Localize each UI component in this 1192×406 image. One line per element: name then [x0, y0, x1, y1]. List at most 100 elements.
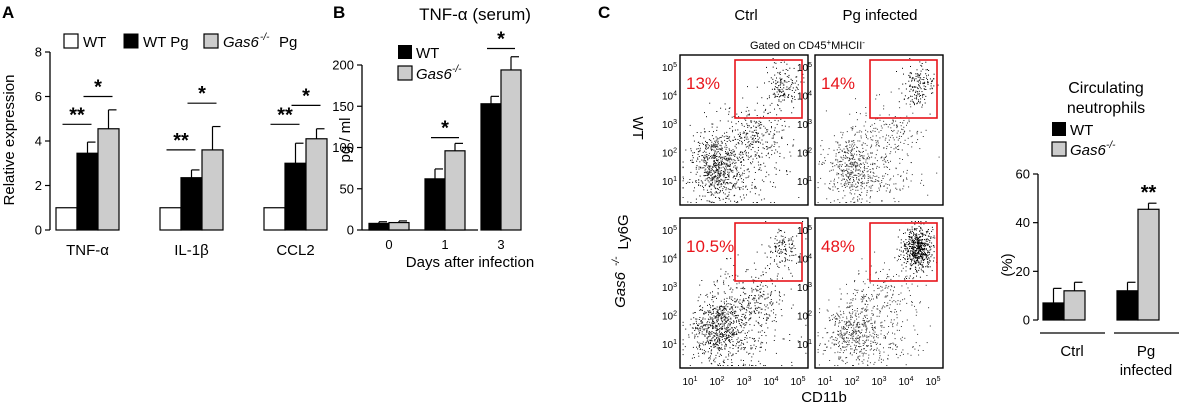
flow-dot — [700, 309, 701, 311]
flow-dot — [846, 346, 848, 348]
flow-dot — [882, 359, 884, 361]
flow-dot — [717, 340, 718, 342]
a-bar — [55, 207, 78, 231]
flow-dot — [926, 75, 928, 77]
flow-dot — [722, 174, 724, 175]
flow-dot — [716, 156, 717, 157]
flow-dot — [718, 181, 720, 183]
flow-dot — [764, 331, 766, 333]
flow-dot — [741, 313, 743, 315]
flow-dot — [706, 293, 708, 295]
flow-dot — [826, 332, 828, 334]
flow-dot — [773, 133, 775, 135]
flow-dot — [901, 285, 903, 287]
flow-dot — [895, 187, 897, 189]
flow-dot — [797, 84, 799, 86]
flow-dot — [763, 317, 764, 319]
flow-dot — [761, 330, 763, 332]
flow-dot — [928, 70, 930, 71]
flow-dot — [771, 283, 773, 285]
flow-dot — [890, 189, 891, 191]
flow-dot — [913, 89, 914, 91]
flow-dot — [751, 138, 753, 140]
flow-dot — [930, 245, 932, 247]
flow-dot — [711, 340, 713, 342]
flow-dot — [840, 174, 842, 175]
flow-dot — [853, 202, 855, 203]
flow-dot — [850, 193, 852, 195]
flow-dot — [699, 349, 701, 350]
flow-dot — [933, 73, 935, 75]
flow-dot — [770, 293, 772, 295]
flow-dot — [881, 127, 883, 129]
flow-dot — [743, 159, 745, 161]
flow-dot — [868, 320, 870, 322]
flow-dot — [852, 126, 854, 128]
flow-dot — [708, 342, 709, 344]
flow-dot — [703, 175, 705, 177]
flow-dot — [913, 254, 915, 256]
flow-dot — [705, 161, 707, 163]
flow-ytick-label: 101 — [662, 176, 677, 188]
flow-dot — [716, 279, 718, 281]
flow-dot — [843, 332, 845, 334]
flow-dot — [730, 323, 731, 325]
flow-dot — [722, 166, 724, 168]
flow-dot — [800, 336, 802, 338]
flow-dot — [904, 245, 906, 247]
flow-dot — [745, 134, 747, 136]
flow-dot — [723, 176, 725, 178]
flow-dot — [770, 295, 771, 297]
flow-dot — [908, 277, 910, 279]
flow-dot — [722, 335, 724, 337]
flow-dot — [774, 74, 776, 76]
flow-dot — [780, 95, 782, 97]
flow-dot — [739, 188, 740, 190]
flow-dot — [682, 354, 684, 356]
flow-dot — [847, 176, 849, 178]
flow-dot — [774, 335, 776, 337]
flow-dot — [843, 169, 845, 171]
flow-dot — [916, 254, 918, 256]
flow-dot — [768, 157, 770, 159]
flow-ytick-base: 10 — [662, 255, 674, 266]
flow-dot — [929, 78, 931, 80]
flow-dot — [760, 295, 762, 296]
flow-dot — [911, 261, 912, 263]
flow-dot — [763, 290, 765, 292]
flow-dot — [903, 241, 905, 243]
flow-dot — [721, 312, 723, 314]
flow-dot — [698, 151, 700, 153]
flow-dot — [693, 140, 695, 142]
flow-dot — [817, 351, 819, 353]
flow-dot — [790, 250, 792, 252]
flow-dot — [890, 343, 892, 344]
flow-dot — [791, 242, 793, 244]
flow-dot — [779, 77, 781, 79]
flow-dot — [888, 307, 890, 309]
flow-dot — [711, 126, 713, 128]
flow-dot — [707, 157, 709, 159]
flow-dot — [740, 137, 742, 139]
flow-dot — [743, 165, 745, 166]
flow-dot — [888, 331, 889, 333]
flow-dot — [713, 170, 715, 172]
a-sig-star: * — [302, 85, 310, 107]
flow-dot — [931, 88, 933, 90]
flow-dot — [857, 357, 859, 359]
flow-dot — [895, 147, 897, 149]
flow-dot — [737, 347, 739, 349]
flow-dot — [705, 165, 707, 167]
flow-dot — [752, 131, 754, 133]
flow-dot — [876, 128, 878, 130]
flow-dot — [682, 197, 684, 198]
flow-dot — [898, 255, 900, 257]
flow-ytick-exp: 2 — [673, 148, 677, 155]
flow-dot — [708, 360, 710, 362]
flow-dot — [739, 189, 741, 191]
flow-dot — [900, 338, 902, 340]
flow-ytick-exp: 5 — [808, 62, 812, 69]
flow-dot — [913, 253, 915, 255]
flow-dot — [725, 148, 727, 150]
flow-dot — [910, 106, 912, 108]
